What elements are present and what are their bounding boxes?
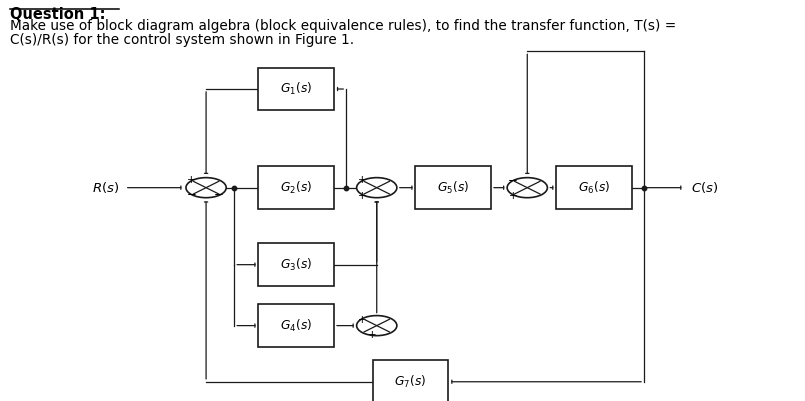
Text: $G_6(s)$: $G_6(s)$	[578, 180, 610, 196]
Text: +: +	[369, 330, 377, 340]
Text: +: +	[188, 176, 196, 185]
Circle shape	[357, 316, 397, 336]
FancyBboxPatch shape	[373, 360, 448, 401]
Text: C(s)/R(s) for the control system shown in Figure 1.: C(s)/R(s) for the control system shown i…	[10, 33, 354, 47]
Text: +: +	[358, 315, 366, 325]
Text: −: −	[214, 188, 224, 201]
Text: +: +	[358, 176, 366, 185]
Text: Make use of block diagram algebra (block equivalence rules), to find the transfe: Make use of block diagram algebra (block…	[10, 19, 677, 33]
Text: −: −	[187, 188, 196, 201]
FancyBboxPatch shape	[258, 68, 334, 110]
Text: +: +	[358, 191, 366, 201]
FancyBboxPatch shape	[415, 166, 491, 209]
Text: $R(s)$: $R(s)$	[92, 180, 119, 195]
Circle shape	[357, 178, 397, 198]
FancyBboxPatch shape	[258, 243, 334, 286]
FancyBboxPatch shape	[258, 166, 334, 209]
Text: +: +	[509, 191, 517, 201]
Circle shape	[186, 178, 226, 198]
Text: $C(s)$: $C(s)$	[691, 180, 718, 195]
Circle shape	[507, 178, 547, 198]
Text: Question 1:: Question 1:	[10, 7, 106, 22]
Text: $G_1(s)$: $G_1(s)$	[280, 81, 312, 97]
Text: $G_3(s)$: $G_3(s)$	[280, 257, 312, 273]
Text: $G_4(s)$: $G_4(s)$	[280, 318, 312, 334]
Text: $G_7(s)$: $G_7(s)$	[394, 374, 427, 390]
FancyBboxPatch shape	[556, 166, 632, 209]
Text: $G_5(s)$: $G_5(s)$	[437, 180, 469, 196]
Text: $G_2(s)$: $G_2(s)$	[280, 180, 312, 196]
Text: −: −	[508, 174, 518, 187]
FancyBboxPatch shape	[258, 304, 334, 347]
